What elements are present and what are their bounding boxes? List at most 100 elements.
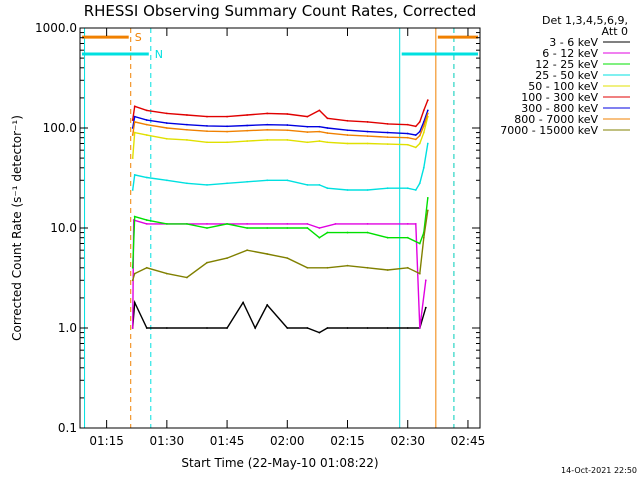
y-tick-label-3: 100.0 <box>43 121 77 135</box>
series-4-point-15 <box>386 143 389 146</box>
plot-area: SN <box>82 28 478 428</box>
series-3-point-1 <box>133 173 136 176</box>
series-5-point-1 <box>133 105 136 108</box>
series-6-point-16 <box>406 132 409 135</box>
series-5-point-15 <box>386 122 389 125</box>
series-0-point-2 <box>145 327 148 329</box>
series-0-point-3 <box>165 327 168 329</box>
series-2-point-15 <box>386 236 389 239</box>
series-5-point-16 <box>406 123 409 126</box>
state-bar-label-N: N <box>155 48 163 61</box>
chart-title: RHESSI Observing Summary Count Rates, Co… <box>84 2 477 20</box>
series-2-point-3 <box>165 222 168 225</box>
series-4-point-6 <box>226 141 228 144</box>
series-5-point-3 <box>165 112 168 115</box>
series-5-point-9 <box>286 113 289 115</box>
x-tick-label-4: 02:15 <box>330 434 365 448</box>
series-line-8 <box>132 210 429 281</box>
series-7-point-18 <box>418 134 421 137</box>
series-3-point-3 <box>165 179 168 182</box>
series-8-point-3 <box>165 272 168 275</box>
legend-label-5: 100 - 300 keV <box>521 91 598 104</box>
series-3-point-14 <box>366 189 369 191</box>
series-7-point-8 <box>266 128 269 131</box>
series-2-point-17 <box>418 242 421 245</box>
series-4-point-7 <box>246 140 249 142</box>
legend-label-8: 7000 - 15000 keV <box>500 124 598 137</box>
series-4-point-19 <box>422 131 425 134</box>
series-6-point-3 <box>165 122 168 124</box>
series-5-point-10 <box>306 115 309 118</box>
series-2-point-11 <box>318 236 321 239</box>
legend-label-3: 25 - 50 keV <box>535 69 598 82</box>
series-4-point-16 <box>406 143 409 146</box>
series-2-point-5 <box>206 227 208 229</box>
series-4-point-4 <box>186 139 188 141</box>
series-5-point-11 <box>318 109 321 112</box>
state-bar-label-S: S <box>135 31 142 44</box>
series-5-point-4 <box>186 114 188 116</box>
series-1-point-13 <box>418 327 421 329</box>
series-7-point-13 <box>346 134 349 136</box>
series-2-point-1 <box>133 215 136 218</box>
axes: 01:15 01:30 01:45 02:00 02:15 02:30 02:45 0.1 1.… <box>35 21 485 448</box>
series-6-point-7 <box>246 124 249 127</box>
series-7-point-16 <box>406 136 409 139</box>
series-7-point-1 <box>133 121 136 123</box>
x-axis-label: Start Time (22-May-10 01:08:22) <box>181 456 378 470</box>
series-6-point-18 <box>418 130 421 133</box>
series-1-point-7 <box>306 222 309 225</box>
series-7-point-7 <box>246 129 249 132</box>
series-6-point-8 <box>266 123 269 126</box>
series-1-point-4 <box>206 222 208 225</box>
series-4-point-0 <box>131 157 134 160</box>
series-2-point-4 <box>186 222 188 225</box>
series-6-point-13 <box>346 129 349 132</box>
series-line-0 <box>132 299 427 334</box>
series-5-point-6 <box>226 115 228 118</box>
legend-label-6: 300 - 800 keV <box>521 102 598 115</box>
series-line-7 <box>132 113 429 141</box>
series-3-point-6 <box>226 182 228 185</box>
series-6-point-9 <box>286 124 289 126</box>
series-2-point-10 <box>306 227 309 229</box>
series-6-point-4 <box>186 123 188 126</box>
series-3-point-15 <box>386 187 389 190</box>
series-6-point-10 <box>306 125 309 128</box>
legend-label-4: 50 - 100 keV <box>528 80 598 93</box>
series-3-point-2 <box>145 176 148 179</box>
series-4-point-5 <box>206 141 208 144</box>
series-8-point-17 <box>422 236 425 239</box>
legend-header-1: Att 0 <box>602 25 628 38</box>
series-2-point-12 <box>326 231 329 234</box>
legend-label-7: 800 - 7000 keV <box>514 113 598 126</box>
series-0-point-7 <box>254 327 257 329</box>
series-7-point-5 <box>206 130 208 133</box>
series-7-point-11 <box>318 130 321 133</box>
series-8-point-11 <box>326 266 329 269</box>
series-0-point-13 <box>346 327 349 329</box>
series-3-point-12 <box>326 187 329 190</box>
series-6-point-17 <box>414 134 417 136</box>
series-0-point-15 <box>386 327 389 329</box>
series-1-point-5 <box>246 222 249 225</box>
x-tick-label-3: 02:00 <box>270 434 305 448</box>
series-2-point-16 <box>406 236 409 239</box>
series-line-5 <box>132 99 429 128</box>
series-2-point-2 <box>145 219 148 221</box>
series-5-point-19 <box>422 109 425 112</box>
legend-label-1: 6 - 12 keV <box>542 47 598 60</box>
series-6-point-20 <box>426 109 429 112</box>
series-6-point-6 <box>226 125 228 128</box>
series-4-point-18 <box>418 142 421 145</box>
series-4-point-2 <box>145 134 148 136</box>
series-6-point-14 <box>366 130 369 133</box>
series-8-point-5 <box>206 261 208 264</box>
series-1-point-12 <box>414 222 417 225</box>
series-8-point-1 <box>133 272 136 275</box>
series-0-point-5 <box>226 327 228 329</box>
series-8-point-18 <box>426 209 429 212</box>
series-2-point-13 <box>346 231 349 234</box>
series-1-point-6 <box>286 222 289 225</box>
series-8-point-8 <box>266 253 269 255</box>
